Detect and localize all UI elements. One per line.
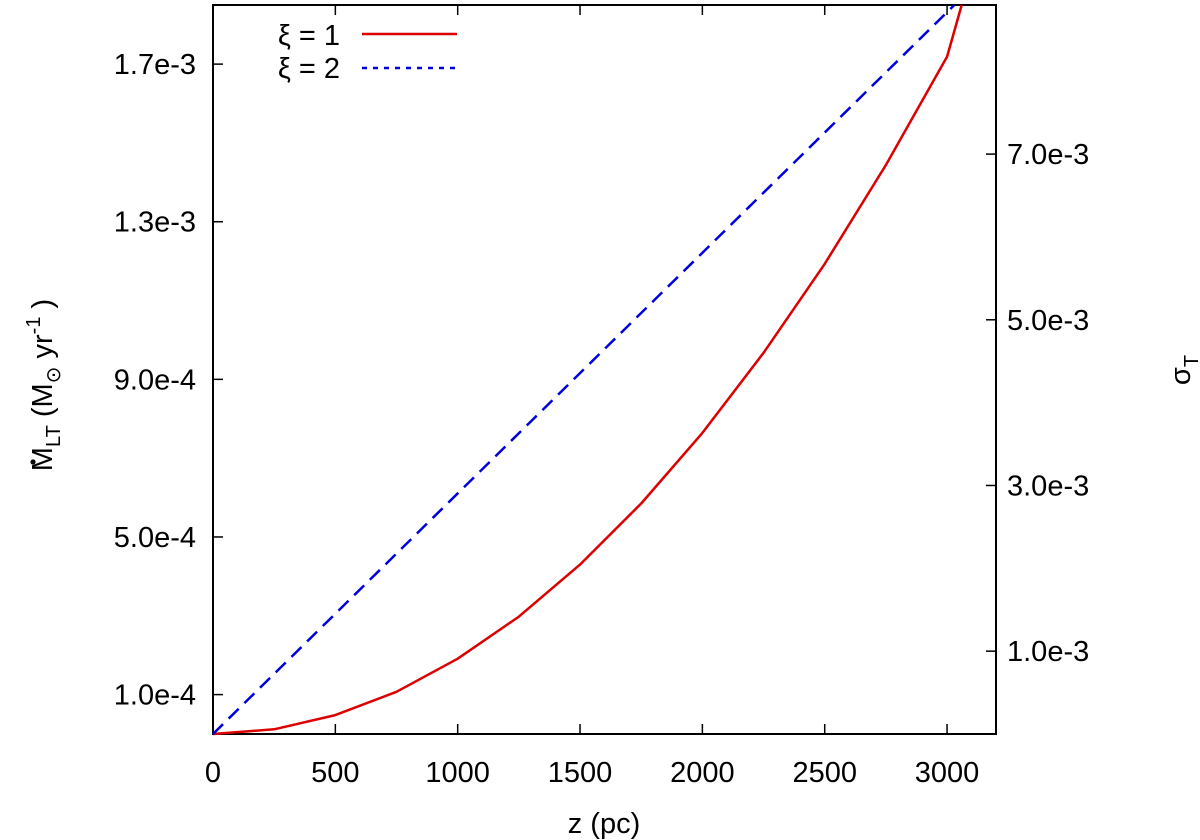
y-right-tick-label: 7.0e-3 — [1007, 139, 1089, 171]
y-left-title-unit: yr — [27, 334, 59, 359]
x-axis-title: z (pc) — [568, 808, 641, 840]
y-left-tick-label: 1.7e-3 — [114, 49, 196, 81]
y-right-axis-ticks: 1.0e-3 3.0e-3 5.0e-3 7.0e-3 — [986, 139, 1089, 668]
legend-label-series-2: ξ = 2 — [278, 53, 340, 85]
y-right-title-base: σ — [1165, 367, 1197, 385]
y-left-tick-label: 5.0e-4 — [114, 522, 196, 554]
y-right-tick-label: 5.0e-3 — [1007, 305, 1089, 337]
x-tick-label: 2000 — [670, 757, 735, 789]
legend-label-series-1: ξ = 1 — [278, 20, 340, 52]
y-left-title-sub: LT — [43, 425, 65, 447]
svg-text:MLT (M⊙ yr-1 ): MLT (M⊙ yr-1 ) — [23, 299, 65, 471]
legend: ξ = 1 ξ = 2 — [278, 20, 457, 85]
x-tick-label: 2500 — [792, 757, 857, 789]
x-tick-label: 1000 — [425, 757, 490, 789]
y-left-axis-ticks: 1.0e-4 5.0e-4 9.0e-4 1.3e-3 1.7e-3 — [114, 49, 223, 712]
y-left-axis-title: MLT (M⊙ yr-1 ) — [23, 299, 65, 471]
y-left-tick-label: 9.0e-4 — [114, 364, 196, 396]
x-tick-label: 3000 — [915, 757, 980, 789]
x-tick-label: 1500 — [548, 757, 613, 789]
y-right-title-sub: T — [1181, 355, 1200, 367]
series-layer — [212, 4, 963, 736]
svg-text:σT: σT — [1165, 355, 1200, 385]
y-left-title-dot-icon — [30, 459, 36, 465]
x-tick-label: 500 — [311, 757, 359, 789]
y-left-title-close: ) — [27, 299, 59, 309]
y-left-title-open: (M — [27, 383, 59, 417]
x-axis-ticks: 0 500 1000 1500 2000 2500 3000 — [205, 5, 979, 789]
y-left-tick-label: 1.0e-4 — [114, 680, 196, 712]
y-right-tick-label: 3.0e-3 — [1007, 470, 1089, 502]
plot-frame — [212, 4, 997, 735]
y-left-title-sun: ⊙ — [43, 367, 65, 384]
series-line-1 — [212, 4, 963, 736]
y-right-tick-label: 1.0e-3 — [1007, 636, 1089, 668]
x-tick-label: 0 — [205, 757, 221, 789]
y-left-title-sup: -1 — [23, 317, 45, 335]
series-line-2 — [212, 4, 956, 735]
y-left-title-base: M — [27, 447, 59, 471]
y-right-axis-title: σT — [1165, 355, 1200, 385]
y-left-tick-label: 1.3e-3 — [114, 207, 196, 239]
